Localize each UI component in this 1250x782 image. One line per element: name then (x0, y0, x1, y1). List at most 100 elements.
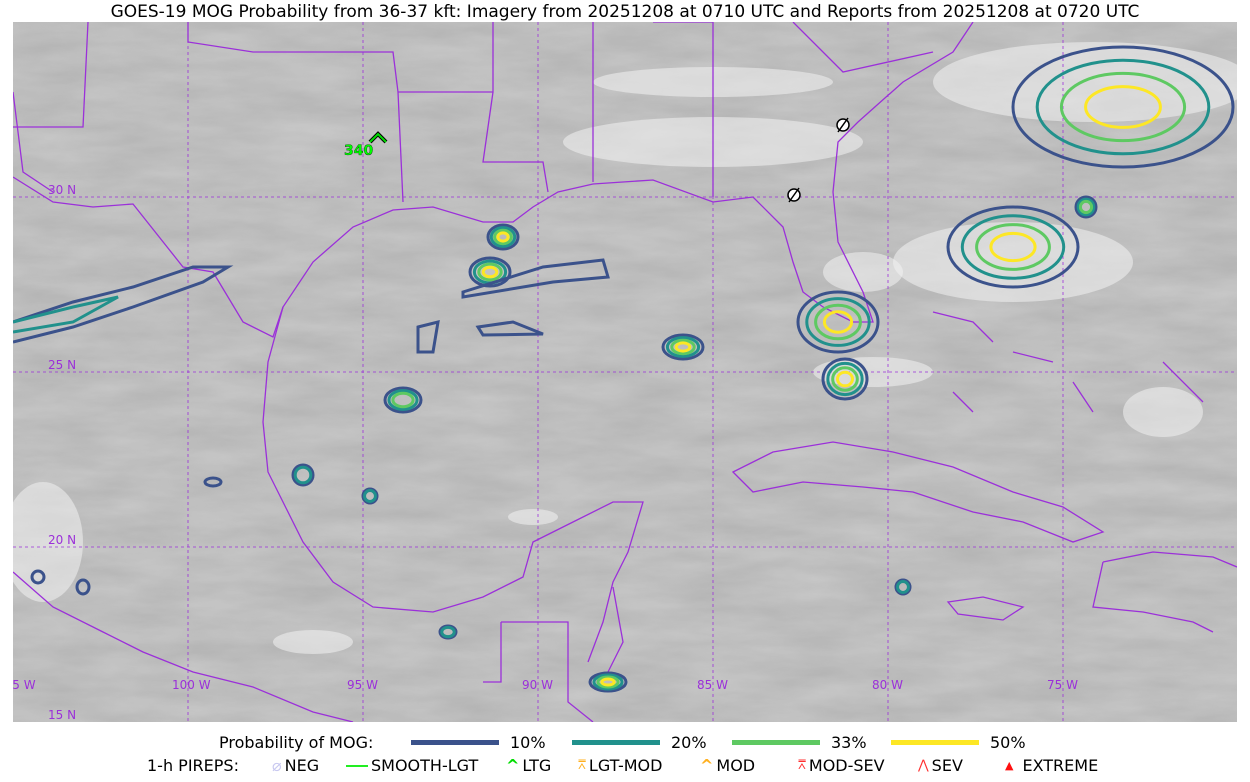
contour-10 (821, 357, 869, 401)
legend-item-50: 50% (891, 733, 1026, 752)
contour-20 (363, 489, 377, 503)
contour-50 (1084, 85, 1162, 129)
contour-20 (805, 297, 871, 347)
cloud-band (273, 630, 353, 654)
contour-10 (468, 256, 512, 288)
contour-10 (1011, 45, 1235, 169)
pirep-altitude-label: 340 (344, 143, 373, 159)
contour-33 (1078, 199, 1094, 215)
central-america (483, 586, 624, 722)
lon-label: 95 W (347, 678, 378, 692)
pirep-ltg-marker: 340 (344, 131, 388, 159)
legend-mod: ^ MOD (700, 756, 756, 775)
map-title: GOES-19 MOG Probability from 36-37 kft: … (110, 2, 1140, 22)
satellite-map: 105 W 100 W 95 W 90 W 85 W 80 W 75 W 30 N 25 N 20… (13, 22, 1237, 722)
double-caret-bar-icon: ⩞ (798, 758, 806, 773)
contour-20 (826, 361, 864, 397)
contour-33 (831, 366, 859, 392)
cloud-band (823, 252, 903, 292)
swatch-20 (572, 740, 660, 745)
contour-10 (661, 333, 705, 361)
contour-20 (489, 226, 517, 248)
lon-label: 85 W (697, 678, 728, 692)
lon-label: 105 W (13, 678, 36, 692)
contour-10 (383, 386, 423, 414)
contour-10 (588, 671, 628, 693)
swatch-33 (732, 740, 820, 745)
contour-33 (596, 675, 620, 689)
lon-label: 90 W (522, 678, 553, 692)
jamaica (946, 596, 1025, 621)
contour-20 (13, 295, 119, 334)
cloud-band (508, 509, 558, 525)
contour-10 (486, 223, 520, 251)
hispaniola (1092, 551, 1237, 633)
contour-50 (989, 231, 1037, 263)
caret-icon: ^ (506, 756, 520, 775)
contour-10 (75, 578, 91, 596)
mog-probability-contours (13, 45, 1235, 693)
contour-20 (293, 465, 313, 485)
contour-33 (391, 391, 415, 409)
swatch-50 (891, 740, 979, 745)
contour-33 (493, 228, 513, 246)
legend-mod-sev: ⩞ MOD-SEV (798, 756, 885, 775)
us-mexico-border (13, 22, 89, 193)
contour-10 (461, 258, 610, 299)
contour-33 (1059, 71, 1187, 143)
contour-10 (416, 319, 544, 354)
bahamas (932, 311, 1204, 413)
lat-label: 20 N (48, 533, 76, 547)
contour-50 (600, 677, 616, 687)
contour-50 (496, 231, 510, 243)
lon-label: 80 W (872, 678, 903, 692)
filled-triangle-icon: ▲ (1005, 759, 1014, 772)
contour-20 (1035, 58, 1211, 156)
pirep-neg-marker (787, 117, 850, 203)
lat-label: 30 N (48, 183, 76, 197)
contour-20 (665, 336, 701, 358)
contour-10 (946, 205, 1080, 289)
cloud-band (13, 482, 83, 602)
double-caret-icon: ⋀ (918, 758, 929, 773)
contour-10 (203, 476, 223, 488)
contour-10 (361, 487, 379, 505)
contour-20 (592, 673, 624, 691)
legend-item-10: 10% (411, 733, 546, 752)
contour-33 (975, 223, 1051, 271)
prob-legend-title: Probability of MOG: (219, 733, 374, 752)
contour-10 (1074, 195, 1098, 219)
contour-10 (796, 290, 880, 354)
caret-bar-icon: ⩞ (578, 758, 586, 773)
swatch-10 (411, 740, 499, 745)
contour-50 (822, 310, 854, 334)
contour-33 (670, 338, 696, 356)
contour-50 (836, 370, 854, 388)
cuba (731, 441, 1105, 543)
mexico-coast (262, 306, 644, 663)
contour-50 (481, 265, 499, 279)
mexico-pacific (13, 571, 354, 722)
contour-20 (896, 580, 910, 594)
caret-icon: ^ (700, 756, 714, 775)
contour-20 (387, 389, 419, 411)
cloud-band (1123, 387, 1203, 437)
legend-sev: ⋀ SEV (918, 756, 963, 775)
contour-10 (894, 578, 912, 596)
lat-label: 15 N (48, 708, 76, 722)
line-icon (346, 764, 368, 767)
contour-10 (13, 265, 234, 344)
contour-10 (291, 463, 315, 487)
graticule-labels: 105 W 100 W 95 W 90 W 85 W 80 W 75 W 30 N 25 N 20… (13, 183, 1078, 722)
legend-extreme: ▲ EXTREME (1005, 756, 1099, 775)
legend-neg: ⌀ NEG (272, 756, 320, 775)
legend-item-33: 33% (732, 733, 867, 752)
contour-33 (814, 303, 862, 341)
pirep-legend: 1-h PIREPS: ⌀ NEG SMOOTH-LGT ^ LTG ⩞ LGT-MO… (0, 756, 1250, 778)
legend-ltg: ^ LTG (506, 756, 552, 775)
legend-smooth-lgt: SMOOTH-LGT (346, 756, 478, 775)
contour-33 (477, 262, 503, 282)
neg-icon: ⌀ (272, 756, 282, 775)
legend-lgt-mod: ⩞ LGT-MOD (578, 756, 663, 775)
graticule (13, 22, 1237, 722)
